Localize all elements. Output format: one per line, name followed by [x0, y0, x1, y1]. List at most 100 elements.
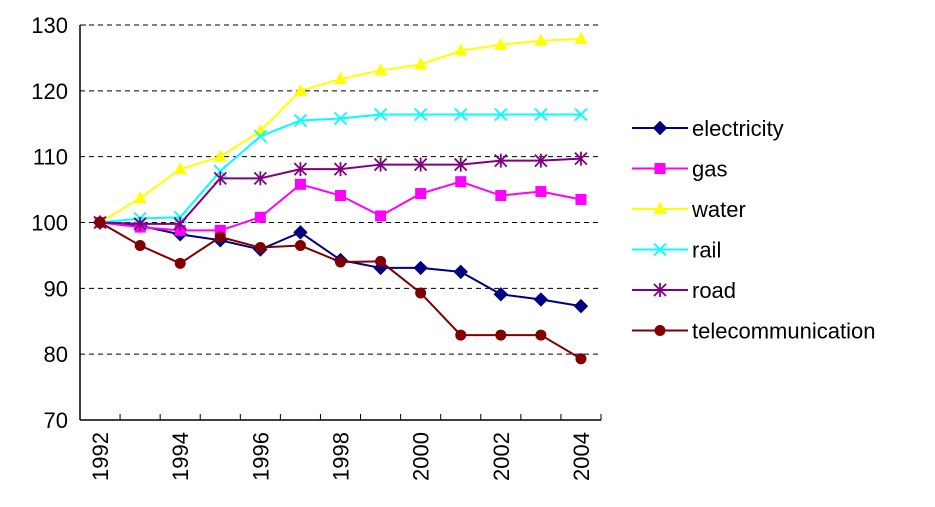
data-point: [375, 210, 387, 222]
data-point: [654, 163, 666, 174]
data-point: [573, 298, 589, 314]
marker-stroke: [414, 107, 428, 122]
data-point: [535, 329, 547, 341]
y-tick-label: 120: [31, 79, 68, 104]
data-point: [455, 329, 467, 341]
marker-stroke: [494, 107, 508, 122]
data-point: [574, 107, 588, 122]
x-tick-label: 1992: [88, 432, 113, 481]
data-point: [214, 231, 226, 243]
data-point: [293, 162, 308, 177]
axes: 70 80 90 100 110 120 130 1992 1994 1996 1998 2000 20…: [31, 13, 602, 481]
x-tick-label: 1998: [329, 432, 354, 481]
data-point: [94, 217, 106, 228]
legend: electricity gas water rail road telecommunica…: [632, 116, 875, 344]
data-point: [652, 120, 668, 136]
data-point: [454, 43, 468, 56]
data-point: [575, 353, 587, 365]
data-point: [654, 325, 666, 336]
y-tick-label: 90: [44, 276, 68, 301]
data-point: [375, 255, 387, 267]
data-point: [414, 57, 428, 70]
data-point: [335, 190, 346, 202]
data-point: [414, 107, 428, 122]
data-point: [653, 283, 667, 297]
marker-stroke: [373, 107, 388, 122]
marker-stroke: [653, 242, 667, 257]
legend-item: gas: [632, 157, 727, 182]
data-point: [293, 83, 307, 96]
legend-item: water: [632, 197, 746, 222]
data-point: [413, 260, 428, 276]
legend-label: water: [691, 197, 746, 222]
data-point: [534, 153, 548, 168]
data-point: [453, 264, 468, 280]
x-tick-label: 2002: [489, 432, 514, 481]
x-tick-label: 2000: [409, 432, 434, 481]
legend-label: road: [692, 278, 736, 303]
data-point: [373, 157, 388, 172]
data-point: [335, 256, 346, 268]
data-point: [494, 153, 508, 168]
data-point: [454, 157, 468, 172]
legend-label: telecommunication: [692, 319, 875, 344]
legend-label: electricity: [692, 116, 784, 141]
data-point: [455, 176, 467, 188]
y-tick-label: 100: [31, 211, 68, 236]
data-point: [213, 171, 227, 186]
data-point: [133, 216, 147, 231]
data-point: [134, 240, 146, 252]
data-point: [575, 193, 587, 205]
data-point: [253, 171, 267, 186]
data-point: [494, 107, 508, 122]
data-point: [254, 211, 266, 223]
data-point: [333, 162, 348, 177]
marker-stroke: [574, 107, 588, 122]
y-tick-label: 70: [44, 408, 68, 433]
series-road: [93, 151, 588, 231]
legend-item: electricity: [632, 116, 784, 141]
legend-item: telecommunication: [632, 319, 875, 344]
data-point: [533, 292, 549, 307]
marker-stroke: [454, 107, 468, 122]
marker-stroke: [534, 107, 548, 122]
data-point: [173, 162, 187, 175]
legend-item: rail: [632, 238, 721, 263]
data-point: [414, 157, 428, 172]
data-point: [374, 63, 388, 76]
data-point: [574, 151, 588, 166]
x-tick-label: 2004: [569, 432, 594, 481]
data-point: [653, 202, 667, 214]
legend-label: rail: [692, 238, 721, 263]
data-point: [494, 37, 508, 50]
series-gas: [94, 176, 587, 236]
legend-item: road: [632, 278, 736, 303]
series-group: [92, 31, 589, 365]
marker-stroke: [333, 111, 348, 126]
data-point: [174, 257, 186, 269]
data-point: [294, 178, 306, 190]
data-point: [415, 287, 427, 299]
data-point: [495, 329, 507, 341]
data-point: [334, 71, 347, 84]
marker-stroke: [253, 129, 267, 143]
data-point: [253, 129, 267, 143]
data-point: [495, 190, 507, 202]
y-tick-label: 130: [31, 13, 68, 38]
data-point: [133, 191, 147, 204]
data-point: [214, 224, 226, 236]
data-point: [653, 242, 667, 257]
data-point: [454, 107, 468, 122]
data-point: [373, 107, 388, 122]
data-point: [415, 188, 427, 200]
series-water: [93, 31, 588, 228]
data-point: [574, 31, 588, 44]
data-point: [294, 240, 306, 252]
data-point: [173, 216, 187, 231]
data-point: [293, 113, 308, 128]
x-tick-label: 1994: [168, 432, 193, 481]
y-tick-label: 110: [33, 145, 68, 170]
data-point: [534, 107, 548, 122]
legend-label: gas: [692, 157, 727, 182]
series-line: [99, 221, 582, 360]
